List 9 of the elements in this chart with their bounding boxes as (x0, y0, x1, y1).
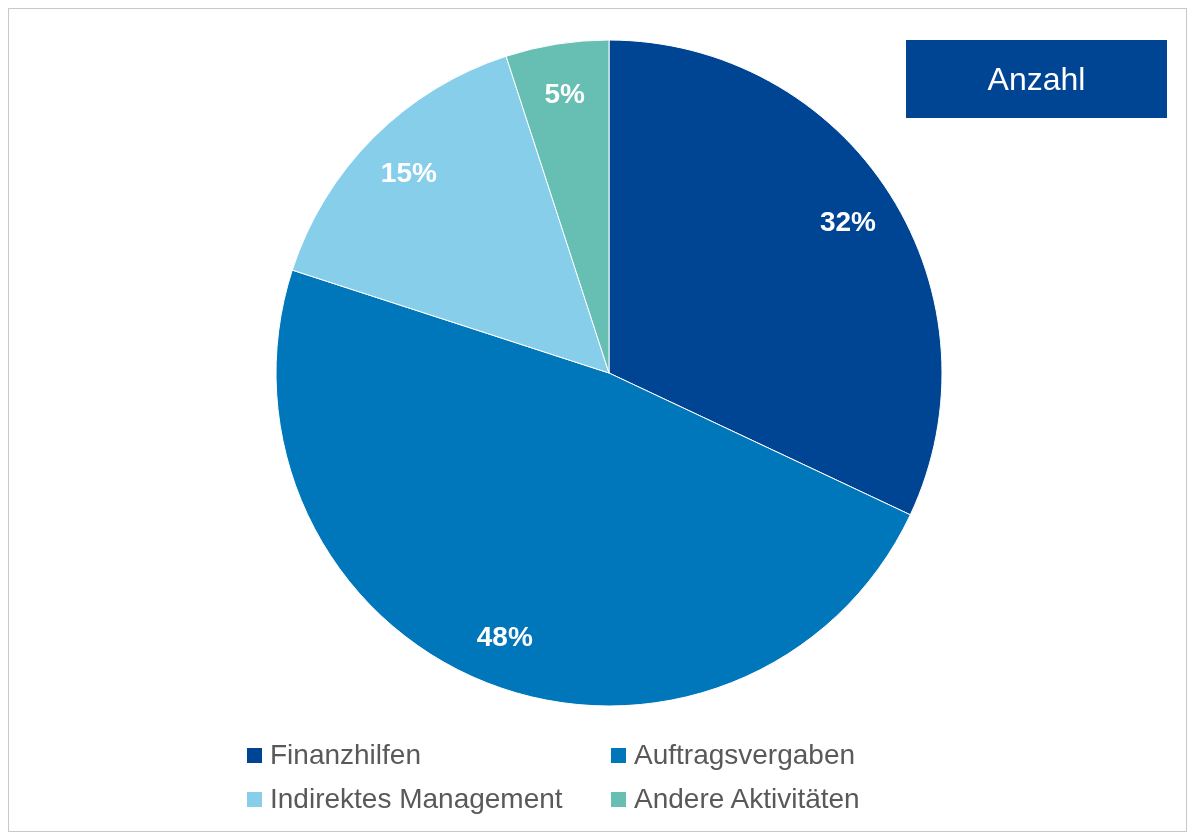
text: Anzahl (906, 40, 1167, 118)
data-label: 15% (380, 157, 437, 189)
data-label: 5% (544, 77, 586, 109)
legend-label: Andere Aktivitäten (634, 783, 860, 815)
legend-label: Finanzhilfen (270, 739, 421, 771)
data-label: 48% (476, 620, 533, 652)
legend-label: Auftragsvergaben (634, 739, 856, 771)
legend-label: Indirektes Management (270, 783, 563, 815)
data-label: 32% (819, 205, 877, 237)
